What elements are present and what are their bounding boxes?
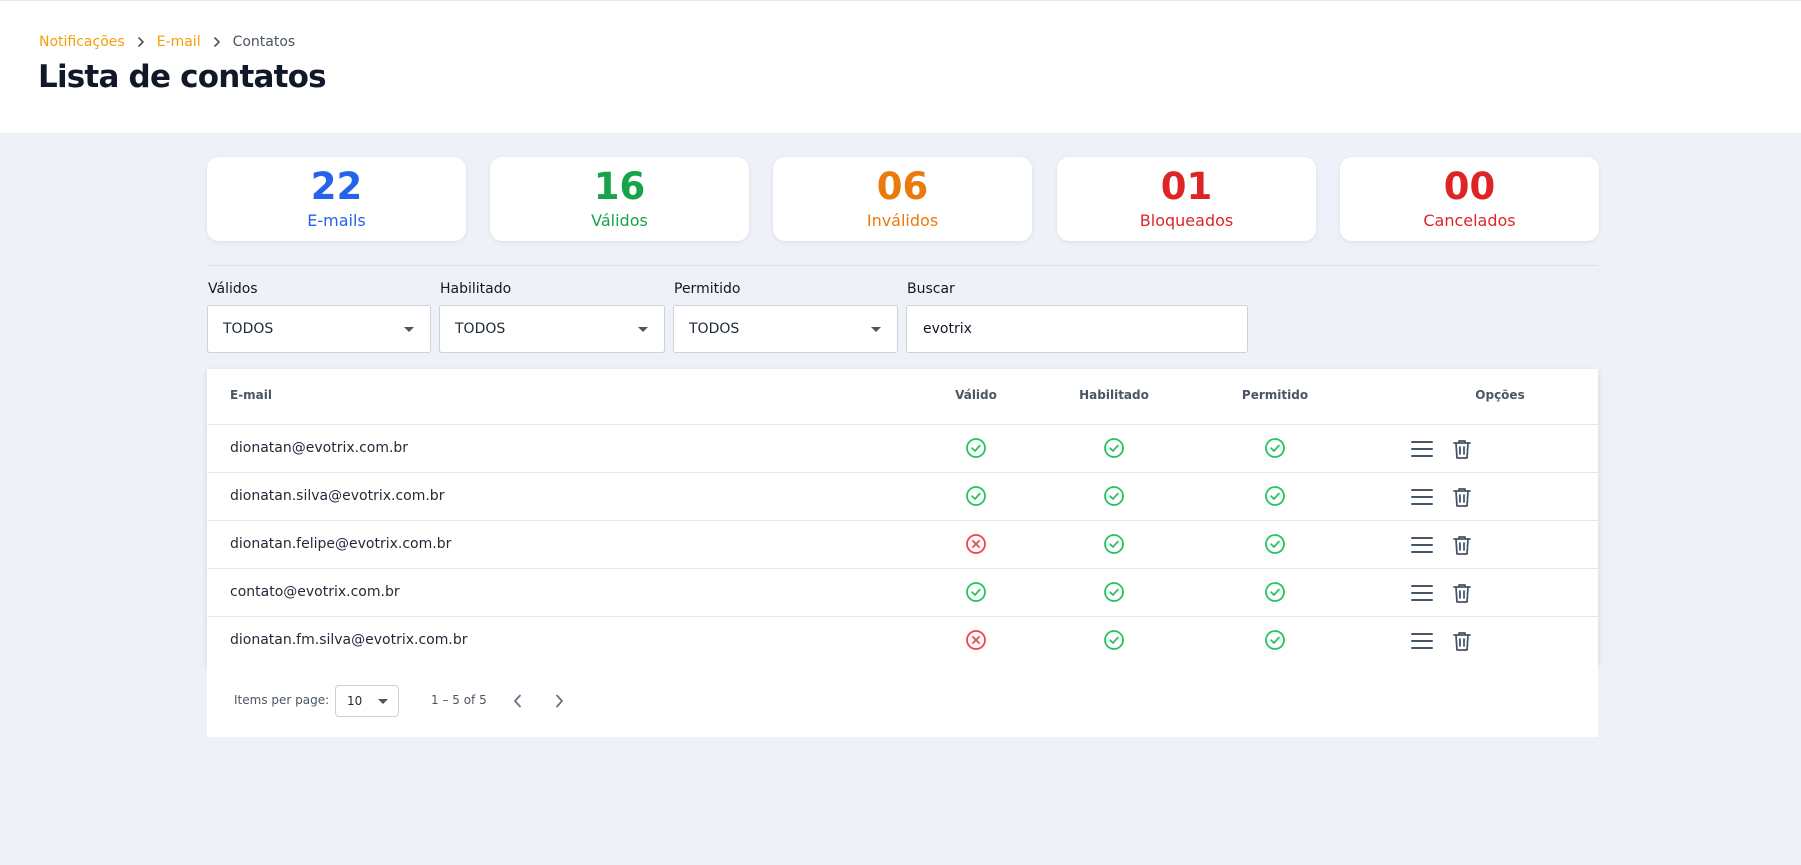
stat-card-emails: 22 E-mails bbox=[207, 157, 466, 241]
menu-icon[interactable] bbox=[1410, 629, 1434, 653]
breadcrumb-notificacoes[interactable]: Notificações bbox=[39, 34, 125, 50]
email-cell: dionatan.silva@evotrix.com.br bbox=[230, 488, 445, 504]
check-circle-icon bbox=[1265, 486, 1285, 506]
check-circle-icon bbox=[1265, 438, 1285, 458]
chevron-right-icon bbox=[133, 34, 149, 50]
chevron-left-icon bbox=[514, 694, 521, 708]
stat-value: 22 bbox=[310, 165, 363, 208]
dropdown-caret-icon bbox=[638, 327, 648, 332]
x-circle-icon bbox=[966, 534, 986, 554]
chevron-right-icon bbox=[556, 694, 563, 708]
stat-label: Inválidos bbox=[866, 211, 939, 230]
check-circle-icon bbox=[1265, 534, 1285, 554]
chevron-right-icon bbox=[209, 34, 225, 50]
contacts-table: E-mail Válido Habilitado Permitido Opçõe… bbox=[207, 369, 1598, 665]
check-circle-icon bbox=[1104, 582, 1124, 602]
column-header-valido[interactable]: Válido bbox=[955, 388, 997, 402]
check-circle-icon bbox=[1104, 630, 1124, 650]
email-cell: dionatan.felipe@evotrix.com.br bbox=[230, 536, 452, 552]
menu-icon[interactable] bbox=[1410, 581, 1434, 605]
breadcrumb: Notificações E-mail Contatos bbox=[39, 34, 295, 50]
stat-value: 01 bbox=[1160, 165, 1213, 208]
breadcrumb-current: Contatos bbox=[232, 34, 296, 50]
select-value: TODOS bbox=[689, 321, 740, 337]
filter-label-permitido: Permitido bbox=[674, 281, 741, 297]
stat-card-validos: 16 Válidos bbox=[490, 157, 749, 241]
trash-icon[interactable] bbox=[1450, 437, 1474, 461]
filter-label-habilitado: Habilitado bbox=[440, 281, 512, 297]
dropdown-caret-icon bbox=[378, 699, 388, 704]
check-circle-icon bbox=[1104, 534, 1124, 554]
table-row: dionatan.felipe@evotrix.com.br bbox=[207, 520, 1598, 568]
habilitado-select[interactable]: TODOS bbox=[439, 305, 665, 353]
search-input[interactable] bbox=[906, 305, 1248, 353]
email-cell: contato@evotrix.com.br bbox=[230, 584, 400, 600]
stat-label: Bloqueados bbox=[1139, 211, 1234, 230]
trash-icon[interactable] bbox=[1450, 629, 1474, 653]
table-row: contato@evotrix.com.br bbox=[207, 568, 1598, 616]
divider bbox=[207, 265, 1598, 266]
trash-icon[interactable] bbox=[1450, 485, 1474, 509]
page-title: Lista de contatos bbox=[38, 59, 327, 95]
select-value: TODOS bbox=[223, 321, 274, 337]
items-per-page-label: Items per page: bbox=[234, 693, 330, 707]
stat-card-cancelados: 00 Cancelados bbox=[1340, 157, 1599, 241]
trash-icon[interactable] bbox=[1450, 581, 1474, 605]
next-page-button[interactable] bbox=[545, 687, 573, 715]
stat-card-bloqueados: 01 Bloqueados bbox=[1057, 157, 1316, 241]
check-circle-icon bbox=[1265, 630, 1285, 650]
stat-label: Cancelados bbox=[1423, 211, 1516, 230]
filter-label-buscar: Buscar bbox=[907, 281, 955, 297]
email-cell: dionatan.fm.silva@evotrix.com.br bbox=[230, 632, 468, 648]
select-value: TODOS bbox=[455, 321, 506, 337]
page-size-value: 10 bbox=[347, 694, 363, 708]
check-circle-icon bbox=[1265, 582, 1285, 602]
stat-label: E-mails bbox=[307, 211, 366, 230]
stat-label: Válidos bbox=[591, 211, 648, 230]
paginator: Items per page: 10 1 – 5 of 5 bbox=[207, 665, 1598, 737]
table-row: dionatan@evotrix.com.br bbox=[207, 424, 1598, 472]
check-circle-icon bbox=[966, 486, 986, 506]
dropdown-caret-icon bbox=[404, 327, 414, 332]
column-header-habilitado[interactable]: Habilitado bbox=[1079, 388, 1149, 402]
stat-value: 16 bbox=[593, 165, 646, 208]
page-range-label: 1 – 5 of 5 bbox=[431, 693, 487, 707]
column-header-opcoes: Opções bbox=[1475, 388, 1525, 402]
table-row: dionatan.fm.silva@evotrix.com.br bbox=[207, 616, 1598, 664]
page-header: Notificações E-mail Contatos Lista de co… bbox=[0, 0, 1801, 133]
menu-icon[interactable] bbox=[1410, 485, 1434, 509]
previous-page-button[interactable] bbox=[504, 687, 532, 715]
menu-icon[interactable] bbox=[1410, 437, 1434, 461]
table-row: dionatan.silva@evotrix.com.br bbox=[207, 472, 1598, 520]
menu-icon[interactable] bbox=[1410, 533, 1434, 557]
check-circle-icon bbox=[1104, 438, 1124, 458]
check-circle-icon bbox=[1104, 486, 1124, 506]
check-circle-icon bbox=[966, 438, 986, 458]
column-header-email[interactable]: E-mail bbox=[230, 388, 273, 402]
trash-icon[interactable] bbox=[1450, 533, 1474, 557]
stat-card-invalidos: 06 Inválidos bbox=[773, 157, 1032, 241]
permitido-select[interactable]: TODOS bbox=[673, 305, 898, 353]
check-circle-icon bbox=[966, 582, 986, 602]
email-cell: dionatan@evotrix.com.br bbox=[230, 440, 409, 456]
stat-value: 00 bbox=[1443, 165, 1496, 208]
page-size-select[interactable]: 10 bbox=[335, 685, 399, 717]
validos-select[interactable]: TODOS bbox=[207, 305, 431, 353]
x-circle-icon bbox=[966, 630, 986, 650]
breadcrumb-email[interactable]: E-mail bbox=[156, 34, 201, 50]
column-header-permitido[interactable]: Permitido bbox=[1241, 388, 1309, 402]
stat-value: 06 bbox=[876, 165, 929, 208]
filter-label-validos: Válidos bbox=[208, 281, 258, 297]
dropdown-caret-icon bbox=[871, 327, 881, 332]
